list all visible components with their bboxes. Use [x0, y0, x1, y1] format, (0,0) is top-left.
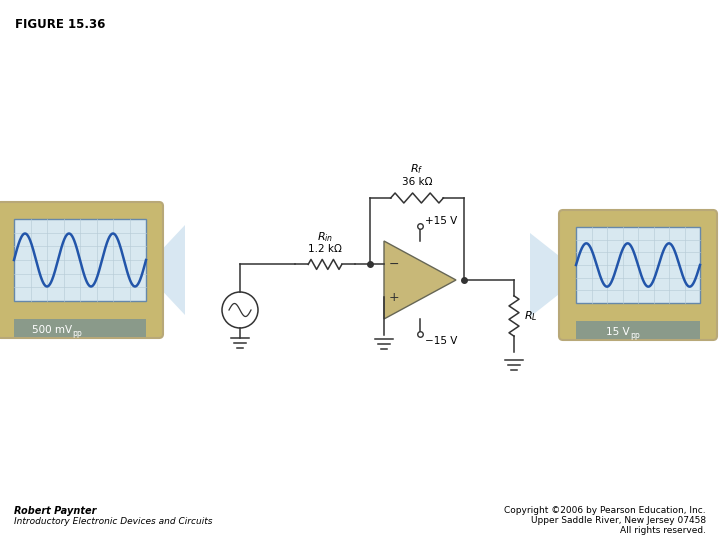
- Text: +15 V: +15 V: [425, 216, 457, 226]
- Text: 1.2 kΩ: 1.2 kΩ: [308, 245, 342, 254]
- Bar: [14, 219, 146, 301]
- Bar: [576, 321, 700, 339]
- Text: $R_f$: $R_f$: [410, 162, 423, 176]
- Text: $R_L$: $R_L$: [524, 309, 538, 323]
- Text: 15 V: 15 V: [606, 327, 630, 337]
- Polygon shape: [530, 233, 568, 317]
- Text: $R_{in}$: $R_{in}$: [317, 231, 333, 245]
- Text: Copyright ©2006 by Pearson Education, Inc.: Copyright ©2006 by Pearson Education, In…: [505, 506, 706, 515]
- Text: Upper Saddle River, New Jersey 07458: Upper Saddle River, New Jersey 07458: [531, 516, 706, 525]
- Text: 36 kΩ: 36 kΩ: [402, 177, 432, 187]
- Text: Robert Paynter: Robert Paynter: [14, 506, 96, 516]
- Text: +: +: [389, 291, 400, 303]
- Text: All rights reserved.: All rights reserved.: [620, 526, 706, 535]
- Polygon shape: [154, 225, 185, 315]
- Bar: [14, 319, 146, 337]
- Text: FIGURE 15.36: FIGURE 15.36: [15, 18, 105, 31]
- FancyBboxPatch shape: [559, 210, 717, 340]
- Text: Introductory Electronic Devices and Circuits: Introductory Electronic Devices and Circ…: [14, 517, 212, 526]
- Bar: [576, 227, 700, 303]
- Polygon shape: [384, 241, 456, 319]
- Text: pp: pp: [72, 328, 82, 338]
- Circle shape: [222, 292, 258, 328]
- Text: 500 mV: 500 mV: [32, 325, 72, 335]
- Text: pp: pp: [630, 330, 640, 340]
- FancyBboxPatch shape: [0, 202, 163, 338]
- Text: −15 V: −15 V: [425, 336, 457, 346]
- Text: −: −: [389, 258, 400, 271]
